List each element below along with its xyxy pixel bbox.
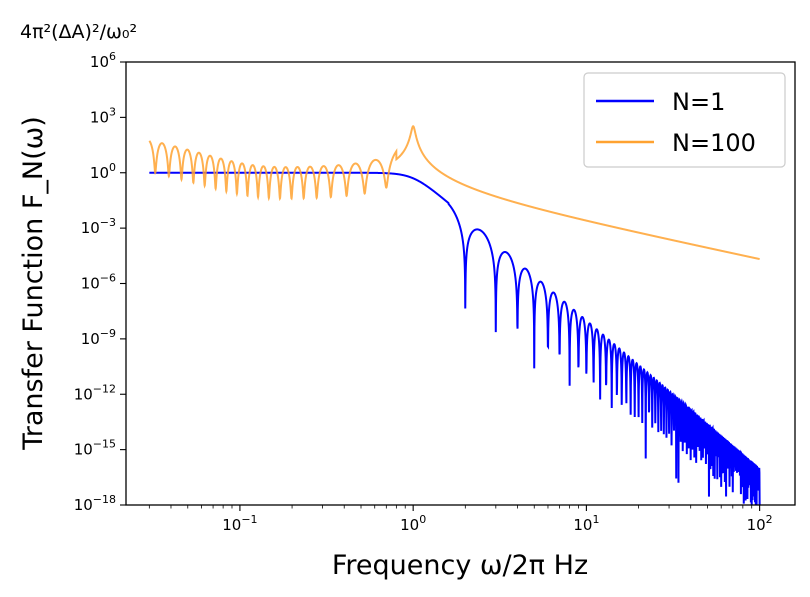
legend-box xyxy=(583,72,786,168)
series-line-n100 xyxy=(148,125,760,261)
x-axis-ticks: 10−1 100 101 102 xyxy=(148,505,773,534)
legend-label-n100: N=100 xyxy=(672,129,756,157)
y-tick-label: 10−18 xyxy=(74,493,116,514)
y-tick-label: 10−6 xyxy=(81,272,116,293)
x-tick-label: 10−1 xyxy=(222,513,257,534)
y-axis-ticks: 10−18 10−15 10−12 10−9 10−6 10−3 100 103 106 xyxy=(74,50,126,514)
legend-label-n1: N=1 xyxy=(672,88,725,116)
legend: N=1 N=100 xyxy=(583,72,786,168)
y-tick-label: 10−12 xyxy=(74,382,116,403)
y-tick-label: 10−3 xyxy=(81,216,116,237)
y-tick-label: 10−9 xyxy=(81,327,116,348)
x-tick-label: 100 xyxy=(400,513,426,534)
x-tick-label: 101 xyxy=(573,513,599,534)
x-axis-label: Frequency ω/2π Hz xyxy=(332,550,588,581)
y-tick-label: 103 xyxy=(90,105,116,126)
y-axis-label: Transfer Function F_N(ω) xyxy=(18,116,49,450)
series-line-n1 xyxy=(149,171,761,506)
y-tick-label: 10−15 xyxy=(74,438,116,459)
y-tick-label: 100 xyxy=(90,161,116,182)
y-unit-label: 4π²(ΔA)²/ω₀² xyxy=(20,21,137,43)
y-tick-label: 106 xyxy=(90,50,116,71)
series-layer xyxy=(148,125,761,506)
x-tick-label: 102 xyxy=(747,513,773,534)
